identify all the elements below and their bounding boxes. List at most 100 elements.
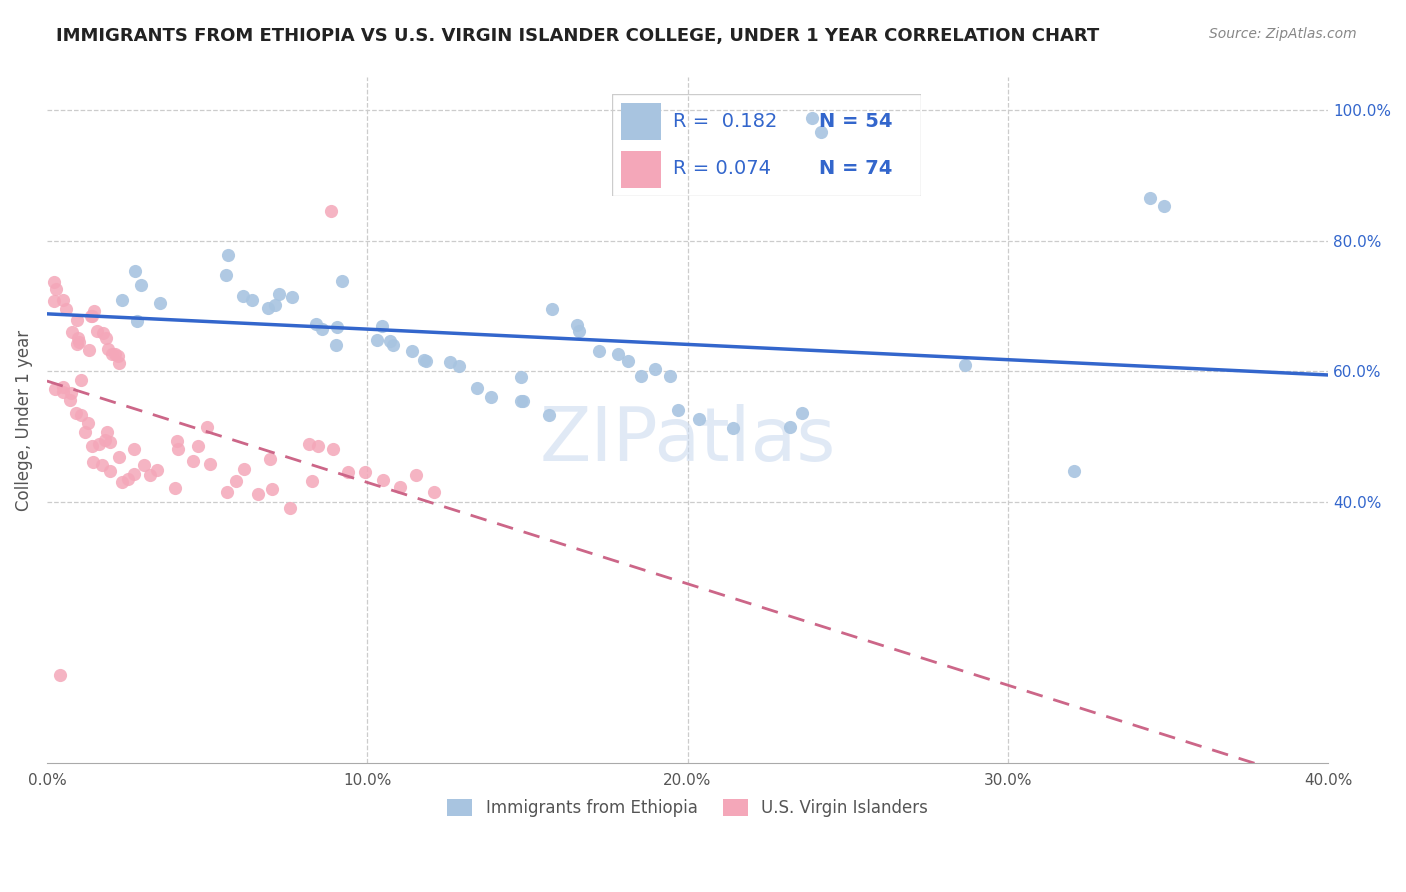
Point (588, 343, 610, 358)
Point (67, 331, 90, 345)
Point (65, 405, 87, 419)
Point (232, 461, 254, 475)
Point (70, 408, 93, 422)
Point (215, 268, 238, 283)
Point (97, 342, 120, 356)
Point (721, 421, 744, 435)
Point (117, 473, 139, 487)
Point (52, 380, 75, 394)
Point (1153, 199, 1175, 213)
Point (44, 382, 66, 396)
Point (55, 301, 77, 316)
Point (98, 435, 121, 450)
Point (810, 125, 832, 139)
Point (353, 465, 375, 479)
Point (263, 298, 285, 312)
Text: IMMIGRANTS FROM ETHIOPIA VS U.S. VIRGIN ISLANDER COLLEGE, UNDER 1 YEAR CORRELATI: IMMIGRANTS FROM ETHIOPIA VS U.S. VIRGIN … (56, 27, 1099, 45)
Point (67, 335, 90, 350)
Point (1385, 461, 1406, 475)
Point (148, 296, 170, 310)
Point (337, 465, 360, 479)
Point (198, 458, 221, 472)
Point (82, 455, 104, 469)
Point (101, 347, 124, 361)
Point (87, 436, 110, 450)
Point (42, 294, 65, 309)
Point (58, 392, 80, 407)
Point (467, 381, 489, 395)
Point (108, 450, 131, 465)
Point (83, 304, 105, 318)
Point (73, 425, 96, 439)
Point (69, 373, 91, 387)
Point (326, 319, 349, 334)
Point (617, 354, 640, 368)
Point (96, 331, 118, 345)
Point (262, 482, 284, 496)
Text: R = 0.074: R = 0.074 (673, 159, 772, 178)
Text: Source: ZipAtlas.com: Source: ZipAtlas.com (1209, 27, 1357, 41)
Point (1063, 463, 1085, 477)
Point (512, 394, 534, 409)
Point (240, 293, 263, 307)
Point (449, 359, 471, 374)
Point (166, 442, 188, 457)
Point (82, 439, 104, 453)
Point (953, 358, 976, 372)
Point (145, 463, 167, 477)
Point (790, 406, 813, 420)
Point (247, 487, 270, 501)
Point (382, 337, 405, 351)
Point (415, 353, 437, 368)
Point (91, 326, 114, 340)
Point (378, 334, 401, 348)
Point (267, 286, 290, 301)
Point (779, 420, 801, 434)
Point (371, 318, 394, 333)
FancyBboxPatch shape (621, 151, 661, 188)
Point (232, 289, 254, 303)
Point (66, 312, 89, 326)
Point (42, 275, 65, 289)
Point (366, 333, 388, 347)
Point (124, 264, 146, 278)
Point (257, 301, 280, 316)
Point (225, 474, 247, 488)
FancyBboxPatch shape (621, 103, 661, 140)
Point (281, 290, 304, 304)
Point (77, 343, 100, 357)
Point (278, 501, 301, 516)
Point (186, 439, 208, 453)
Point (86, 324, 108, 338)
Point (215, 484, 238, 499)
Point (98, 464, 121, 478)
Point (565, 318, 588, 332)
Point (423, 485, 446, 500)
Point (125, 314, 148, 328)
Text: N = 54: N = 54 (818, 112, 893, 131)
Y-axis label: College, Under 1 year: College, Under 1 year (15, 330, 32, 511)
Point (104, 347, 127, 361)
Point (139, 467, 162, 482)
Point (131, 278, 153, 293)
Point (568, 324, 591, 338)
Point (217, 248, 239, 262)
Point (90, 458, 112, 472)
Text: N = 74: N = 74 (818, 159, 893, 178)
Point (412, 353, 434, 368)
Point (666, 403, 689, 417)
Point (298, 437, 321, 451)
Point (481, 390, 503, 404)
Point (66, 337, 89, 351)
Point (405, 468, 427, 483)
Point (108, 356, 131, 370)
Point (110, 293, 132, 307)
Point (537, 408, 560, 422)
Point (325, 338, 347, 352)
Point (630, 369, 652, 384)
Point (195, 420, 218, 434)
Point (45, 282, 67, 296)
Point (124, 467, 146, 481)
Point (181, 454, 204, 468)
Point (304, 317, 326, 331)
